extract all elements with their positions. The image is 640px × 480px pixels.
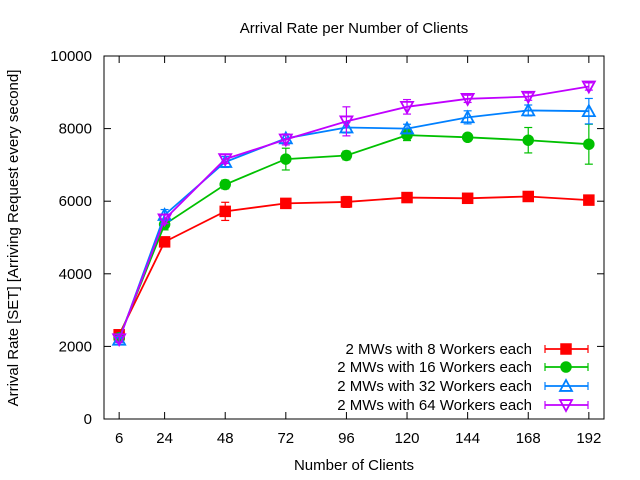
data-point-2-mws-with-64-workers-each-3 — [278, 133, 294, 148]
data-point-2-mws-with-64-workers-each-0 — [111, 333, 127, 348]
y-tick-label-8000: 8000 — [59, 121, 92, 138]
x-tick-label-144: 144 — [455, 430, 480, 447]
data-point-2-mws-with-16-workers-each-7 — [522, 134, 534, 146]
data-point-2-mws-with-16-workers-each-4 — [340, 149, 353, 162]
data-point-2-mws-with-64-workers-each-7 — [520, 90, 536, 105]
series-line-2-mws-with-64-workers-each — [118, 85, 589, 340]
x-axis-ticks: 6 24 48 72 96 120 144 168 192 — [115, 56, 601, 447]
x-tick-label-72: 72 — [277, 430, 294, 447]
series-2-mws-with-8-workers-each — [113, 190, 595, 341]
data-point-2-mws-with-64-workers-each-5 — [399, 101, 415, 115]
plot-border — [103, 55, 605, 420]
x-tick-label-24: 24 — [156, 430, 173, 447]
data-point-2-mws-with-16-workers-each-6 — [461, 131, 474, 144]
chart-title: Arrival Rate per Number of Clients — [240, 20, 468, 37]
series-line-2-mws-with-8-workers-each — [118, 195, 589, 336]
series-2-mws-with-64-workers-each — [111, 80, 597, 348]
y-axis-ticks: 0 2000 4000 6000 8000 10000 — [50, 48, 604, 428]
data-point-2-mws-with-64-workers-each-4 — [338, 115, 354, 130]
data-point-2-mws-with-8-workers-each-1 — [158, 236, 171, 248]
data-point-2-mws-with-64-workers-each-1 — [157, 213, 173, 228]
data-point-2-mws-with-32-workers-each-5 — [399, 120, 415, 135]
data-point-2-mws-with-8-workers-each-4 — [340, 196, 353, 208]
y-tick-label-6000: 6000 — [59, 193, 92, 210]
legend-label-2-mws-with-32-workers-each: 2 MWs with 32 Workers each — [337, 378, 532, 395]
series-2-mws-with-32-workers-each — [111, 97, 597, 346]
legend-marker-2-mws-with-64-workers-each — [558, 399, 574, 413]
data-point-2-mws-with-8-workers-each-3 — [280, 197, 292, 210]
legend-label-2-mws-with-16-workers-each: 2 MWs with 16 Workers each — [337, 359, 532, 376]
data-point-2-mws-with-8-workers-each-5 — [401, 191, 413, 204]
plot-frame — [103, 55, 605, 420]
data-point-2-mws-with-8-workers-each-6 — [461, 192, 474, 205]
x-tick-label-6: 6 — [115, 430, 123, 447]
legend-marker-2-mws-with-16-workers-each — [560, 361, 572, 373]
data-point-2-mws-with-16-workers-each-3 — [280, 153, 292, 165]
data-point-2-mws-with-16-workers-each-8 — [583, 138, 595, 150]
y-tick-label-0: 0 — [84, 411, 92, 428]
data-point-2-mws-with-8-workers-each-7 — [522, 190, 534, 203]
x-axis-label: Number of Clients — [294, 457, 414, 474]
data-point-2-mws-with-8-workers-each-2 — [219, 205, 231, 218]
legend-label-2-mws-with-8-workers-each: 2 MWs with 8 Workers each — [346, 341, 532, 358]
data-point-2-mws-with-64-workers-each-8 — [581, 80, 597, 95]
data-point-2-mws-with-8-workers-each-8 — [583, 194, 595, 206]
data-point-2-mws-with-32-workers-each-6 — [460, 109, 476, 124]
x-tick-label-120: 120 — [395, 430, 420, 447]
data-point-2-mws-with-64-workers-each-6 — [460, 93, 476, 107]
legend-marker-2-mws-with-32-workers-each — [558, 378, 574, 392]
data-point-2-mws-with-16-workers-each-2 — [219, 178, 231, 191]
y-axis-label: Arrival Rate [SET] [Arriving Request eve… — [5, 70, 22, 407]
y-tick-label-10000: 10000 — [50, 48, 92, 65]
series-layer — [111, 80, 597, 348]
y-tick-label-4000: 4000 — [59, 266, 92, 283]
data-point-2-mws-with-64-workers-each-2 — [217, 153, 233, 167]
x-tick-label-96: 96 — [338, 430, 355, 447]
series-line-2-mws-with-32-workers-each — [118, 109, 589, 341]
x-tick-label-168: 168 — [516, 430, 541, 447]
data-point-2-mws-with-32-workers-each-7 — [520, 102, 536, 117]
legend-label-2-mws-with-64-workers-each: 2 MWs with 64 Workers each — [337, 397, 532, 414]
legend-marker-2-mws-with-8-workers-each — [560, 343, 572, 355]
series-line-2-mws-with-16-workers-each — [118, 134, 589, 339]
series-2-mws-with-16-workers-each — [113, 123, 595, 344]
x-tick-label-192: 192 — [576, 430, 601, 447]
data-point-2-mws-with-32-workers-each-8 — [581, 103, 597, 117]
x-tick-label-48: 48 — [217, 430, 234, 447]
y-tick-label-2000: 2000 — [59, 338, 92, 355]
